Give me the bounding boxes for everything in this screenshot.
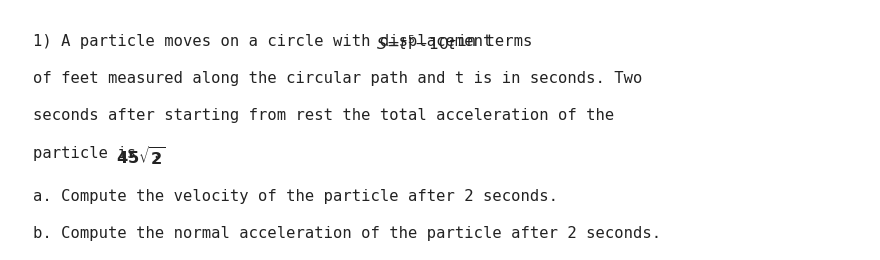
Text: $\mathbf{45\sqrt{2}}$: $\mathbf{45\sqrt{2}}$: [116, 146, 165, 168]
Text: a. Compute the velocity of the particle after 2 seconds.: a. Compute the velocity of the particle …: [33, 189, 559, 204]
Text: b. Compute the normal acceleration of the particle after 2 seconds.: b. Compute the normal acceleration of th…: [33, 226, 662, 241]
Text: $S\!=\!t^5\!-\!10t$: $S\!=\!t^5\!-\!10t$: [377, 34, 457, 53]
Text: seconds after starting from rest the total acceleration of the: seconds after starting from rest the tot…: [33, 108, 615, 123]
Text: in terms: in terms: [449, 34, 533, 49]
Text: of feet measured along the circular path and t is in seconds. Two: of feet measured along the circular path…: [33, 71, 642, 86]
Text: .: .: [151, 146, 161, 161]
Text: particle is: particle is: [33, 146, 146, 161]
Text: 1) A particle moves on a circle with displacement: 1) A particle moves on a circle with dis…: [33, 34, 502, 49]
